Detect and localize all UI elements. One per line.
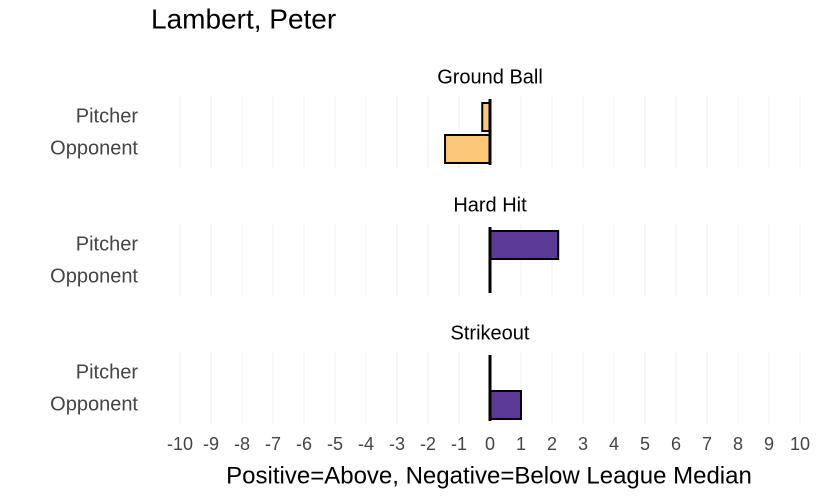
- category-label: Pitcher: [76, 361, 139, 383]
- x-tick-label: 9: [764, 434, 774, 454]
- x-tick-label: 3: [578, 434, 588, 454]
- x-tick-label: 5: [640, 434, 650, 454]
- x-tick-label: 0: [485, 434, 495, 454]
- category-label: Opponent: [50, 265, 138, 287]
- category-label: Opponent: [50, 393, 138, 415]
- x-tick-label: -3: [389, 434, 405, 454]
- x-tick-label: -6: [296, 434, 312, 454]
- bar: [489, 230, 560, 260]
- x-tick-label: -9: [203, 434, 219, 454]
- panel-title: Strikeout: [451, 322, 530, 344]
- bar: [444, 134, 491, 164]
- category-label: Pitcher: [76, 105, 139, 127]
- x-tick-label: 4: [609, 434, 619, 454]
- chart-title: Lambert, Peter: [151, 3, 336, 34]
- x-tick-label: -5: [327, 434, 343, 454]
- x-tick-label: -7: [265, 434, 281, 454]
- x-tick-label: -10: [167, 434, 193, 454]
- panel-title: Hard Hit: [453, 194, 527, 216]
- x-axis-label: Positive=Above, Negative=Below League Me…: [226, 462, 752, 489]
- category-label: Pitcher: [76, 233, 139, 255]
- x-tick-label: -1: [451, 434, 467, 454]
- x-tick-label: 2: [547, 434, 557, 454]
- x-tick-label: 8: [733, 434, 743, 454]
- x-tick-label: 10: [790, 434, 810, 454]
- x-tick-label: -4: [358, 434, 374, 454]
- bar: [489, 390, 522, 420]
- category-label: Opponent: [50, 137, 138, 159]
- x-tick-label: 7: [702, 434, 712, 454]
- x-tick-label: 6: [671, 434, 681, 454]
- panel-title: Ground Ball: [437, 66, 543, 88]
- x-tick-label: -8: [234, 434, 250, 454]
- x-tick-label: 1: [516, 434, 526, 454]
- x-tick-label: -2: [420, 434, 436, 454]
